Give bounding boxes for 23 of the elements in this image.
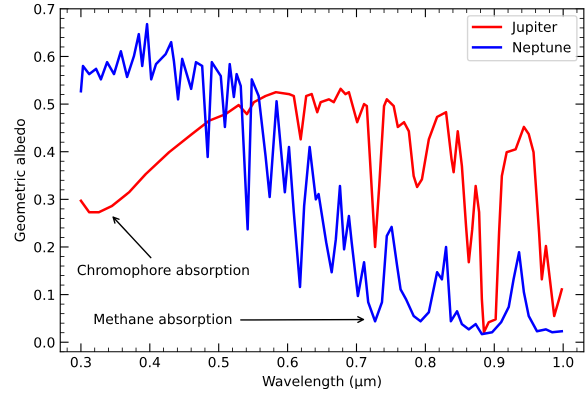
x-tick-label: 0.4 [140, 356, 160, 368]
annotation: Chromophore absorption [78, 264, 249, 278]
x-tick-label: 0.9 [484, 356, 504, 368]
x-axis-title: Wavelength (µm) [262, 376, 381, 390]
y-axis-title: Geometric albedo [14, 119, 26, 242]
annotation: Methane absorption [94, 313, 232, 327]
x-tick-label: 0.7 [346, 356, 366, 368]
line-series [80, 88, 564, 334]
x-tick-label: 0.8 [415, 356, 436, 368]
legend-label: Jupiter [511, 21, 558, 35]
y-tick-label: 0.2 [34, 242, 54, 252]
y-tick-label: 0.0 [34, 337, 54, 348]
y-tick-label: 0.7 [34, 4, 54, 14]
legend-label: Neptune [513, 42, 571, 56]
y-tick-label: 0.1 [34, 290, 54, 300]
y-tick-label: 0.6 [34, 51, 55, 62]
x-tick-label: 0.3 [70, 356, 91, 368]
y-tick-label: 0.4 [34, 146, 55, 158]
x-tick-label: 0.5 [208, 356, 229, 368]
x-tick-label: 1.0 [554, 356, 574, 368]
x-tick-label: 0.6 [277, 356, 298, 368]
y-tick-label: 0.5 [34, 99, 54, 110]
y-tick-label: 0.3 [34, 194, 54, 205]
